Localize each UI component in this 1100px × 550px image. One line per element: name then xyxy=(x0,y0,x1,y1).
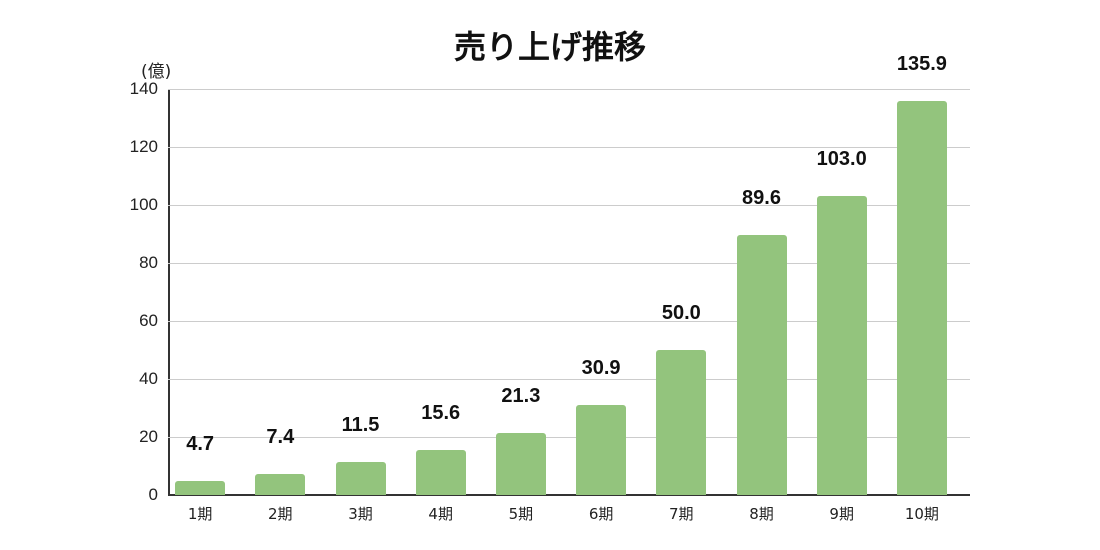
bar-value-label: 4.7 xyxy=(186,433,215,456)
y-tick-label: 0 xyxy=(148,485,158,504)
bar-value-label: 30.9 xyxy=(581,357,621,380)
bar xyxy=(576,405,627,495)
y-tick-label: 120 xyxy=(129,137,158,156)
bar xyxy=(736,235,787,495)
x-tick-label: 3期 xyxy=(348,505,373,523)
gridline xyxy=(168,321,970,322)
y-tick-label: 20 xyxy=(139,427,158,446)
bar-value-label: 11.5 xyxy=(341,413,380,436)
bar-value-label: 21.3 xyxy=(501,385,541,408)
bar-value-label: 135.9 xyxy=(896,52,947,75)
bar-value-label: 50.0 xyxy=(661,302,701,324)
bar xyxy=(495,433,546,495)
x-tick-label: 9期 xyxy=(829,505,854,523)
x-tick-label: 2期 xyxy=(268,505,293,523)
x-axis-line xyxy=(168,494,970,496)
x-tick-label: 4期 xyxy=(428,505,453,523)
gridline xyxy=(168,147,970,148)
bar xyxy=(415,449,466,495)
plot-area: 0 20 40 60 80 100 120 140 4.7 1期 7.4 2期 11.5 3期 15.6 4期… xyxy=(130,53,970,523)
bar-value-label: 15.6 xyxy=(421,401,461,424)
bar xyxy=(335,461,386,495)
y-tick-label: 140 xyxy=(129,79,158,98)
x-tick-label: 10期 xyxy=(904,505,939,523)
x-tick-label: 7期 xyxy=(669,505,694,523)
bar xyxy=(255,473,306,495)
x-tick-label: 5期 xyxy=(508,505,534,523)
gridline xyxy=(168,263,970,264)
gridline xyxy=(168,437,970,438)
y-tick-label: 100 xyxy=(129,195,158,214)
bar xyxy=(175,481,226,495)
y-axis-unit-label: (億) xyxy=(141,62,172,82)
bar xyxy=(896,100,947,495)
gridline xyxy=(168,379,970,380)
chart-title: 売り上げ推移 xyxy=(453,28,646,66)
y-tick-label: 40 xyxy=(139,369,158,388)
bar-value-label: 7.4 xyxy=(266,425,295,448)
y-tick-label: 80 xyxy=(139,253,158,272)
bar xyxy=(816,196,867,495)
gridline xyxy=(168,89,970,90)
x-tick-label: 6期 xyxy=(588,505,614,523)
gridline xyxy=(168,205,970,206)
y-tick-label: 60 xyxy=(139,311,158,330)
bar-value-label: 89.6 xyxy=(742,187,781,210)
bar-value-label: 103.0 xyxy=(816,148,867,171)
y-axis-line xyxy=(168,89,170,495)
x-tick-label: 8期 xyxy=(749,505,774,523)
bar xyxy=(656,350,707,495)
x-tick-label: 1期 xyxy=(187,505,213,523)
